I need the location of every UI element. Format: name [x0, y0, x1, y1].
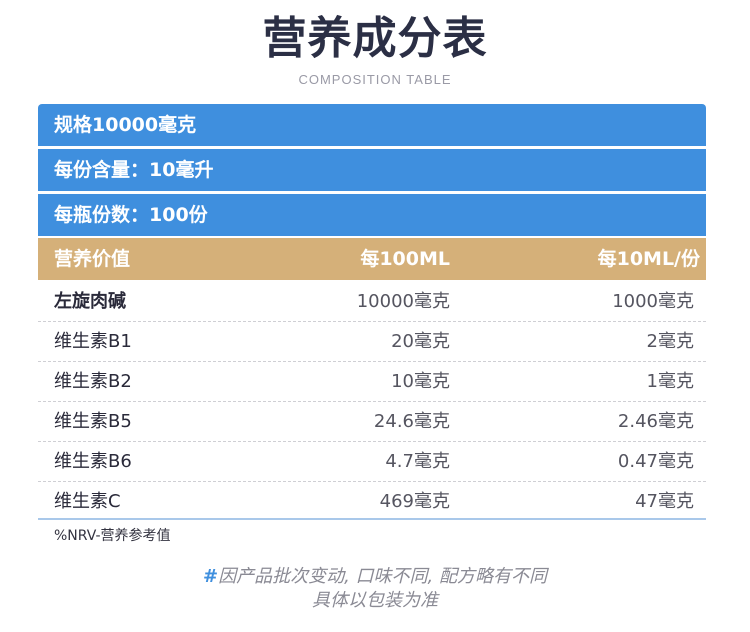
- spec-bar-size: 规格10000毫克: [38, 104, 706, 146]
- disclaimer-footnote: #因产品批次变动, 口味不同, 配方略有不同 具体以包装为准: [0, 565, 750, 613]
- nutrient-name: 维生素B6: [54, 451, 132, 472]
- spec-bar-serving-amount: 每份含量：10毫升: [38, 149, 706, 191]
- header-nutrient: 营养价值: [54, 248, 131, 270]
- table-row: 维生素B2 10毫克 1毫克: [38, 362, 706, 402]
- nutrition-table-body: 左旋肉碱 10000毫克 1000毫克 维生素B1 20毫克 2毫克 维生素B2…: [38, 282, 706, 518]
- value-per-100ml: 4.7毫克: [385, 451, 450, 472]
- value-per-100ml: 10000毫克: [356, 291, 450, 312]
- table-row: 维生素B6 4.7毫克 0.47毫克: [38, 442, 706, 482]
- nutrient-name: 维生素C: [54, 491, 121, 512]
- page-subtitle: COMPOSITION TABLE: [298, 72, 452, 87]
- spec-bar-servings-per-bottle: 每瓶份数：100份: [38, 194, 706, 236]
- hash-symbol: #: [203, 566, 219, 587]
- value-per-100ml: 24.6毫克: [373, 411, 450, 432]
- value-per-10ml: 0.47毫克: [617, 451, 694, 472]
- value-per-10ml: 1毫克: [646, 371, 694, 392]
- nutrient-name: 维生素B5: [54, 411, 132, 432]
- disclaimer-line-1: #因产品批次变动, 口味不同, 配方略有不同: [0, 565, 750, 589]
- disclaimer-line-2: 具体以包装为准: [312, 590, 438, 611]
- value-per-100ml: 10毫克: [391, 371, 450, 392]
- value-per-10ml: 2.46毫克: [617, 411, 694, 432]
- value-per-100ml: 469毫克: [379, 491, 450, 512]
- nutrient-name: 维生素B2: [54, 371, 132, 392]
- table-row: 维生素B1 20毫克 2毫克: [38, 322, 706, 362]
- nutrient-name: 左旋肉碱: [54, 291, 126, 312]
- page-title: 营养成分表: [262, 13, 488, 64]
- value-per-100ml: 20毫克: [391, 331, 450, 352]
- value-per-10ml: 47毫克: [635, 491, 694, 512]
- table-row: 左旋肉碱 10000毫克 1000毫克: [38, 282, 706, 322]
- nutrition-table-header: 营养价值 每100ML 每10ML/份: [38, 238, 706, 280]
- header-per-10ml: 每10ML/份: [597, 248, 700, 270]
- header-per-100ml: 每100ML: [360, 248, 450, 270]
- value-per-10ml: 2毫克: [646, 331, 694, 352]
- value-per-10ml: 1000毫克: [612, 291, 694, 312]
- disclaimer-text-1: 因产品批次变动, 口味不同, 配方略有不同: [218, 566, 547, 587]
- nrv-note: %NRV-营养参考值: [54, 528, 171, 544]
- table-row: 维生素C 469毫克 47毫克: [38, 482, 706, 518]
- table-row: 维生素B5 24.6毫克 2.46毫克: [38, 402, 706, 442]
- table-bottom-divider: [38, 518, 706, 520]
- nutrient-name: 维生素B1: [54, 331, 132, 352]
